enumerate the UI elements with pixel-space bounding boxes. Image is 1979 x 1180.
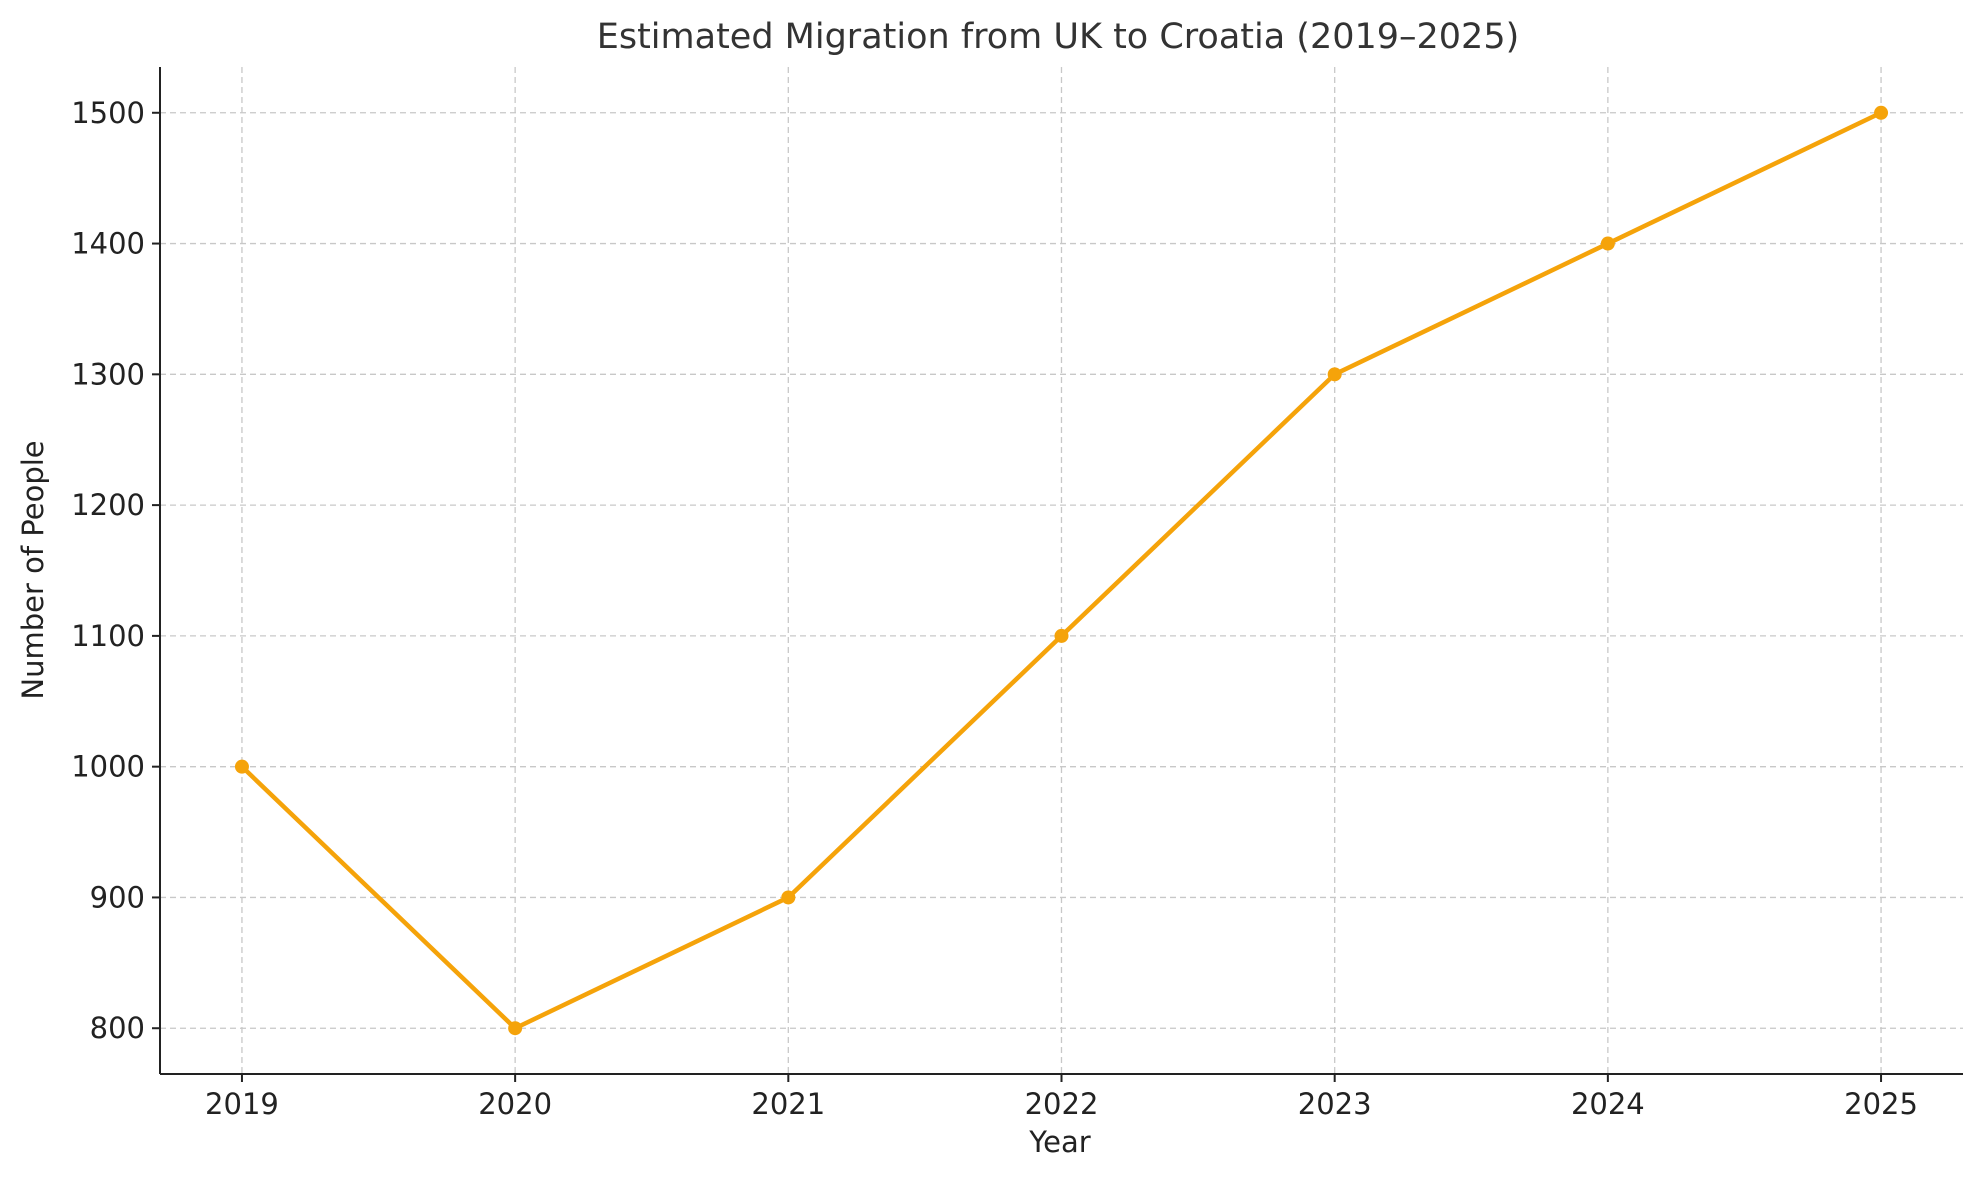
x-tick-label: 2025 bbox=[1844, 1087, 1918, 1121]
y-tick-label: 1100 bbox=[71, 619, 145, 653]
y-tick-label: 800 bbox=[90, 1011, 145, 1045]
x-tick-label: 2021 bbox=[751, 1087, 825, 1121]
y-tick-label: 1200 bbox=[71, 488, 145, 522]
data-point bbox=[1600, 236, 1615, 251]
x-tick-label: 2019 bbox=[205, 1087, 279, 1121]
series-layer bbox=[234, 105, 1889, 1036]
x-tick-label: 2024 bbox=[1571, 1087, 1645, 1121]
x-tick-label: 2022 bbox=[1025, 1087, 1099, 1121]
y-tick-label: 1500 bbox=[71, 96, 145, 130]
data-point bbox=[781, 890, 796, 905]
x-axis-label: Year bbox=[1028, 1125, 1090, 1159]
y-tick-label: 1400 bbox=[71, 227, 145, 261]
data-point bbox=[1327, 367, 1342, 382]
data-point bbox=[1054, 628, 1069, 643]
data-point bbox=[508, 1021, 523, 1036]
y-tick-label: 1000 bbox=[71, 750, 145, 784]
y-tick-label: 1300 bbox=[71, 357, 145, 391]
chart-title: Estimated Migration from UK to Croatia (… bbox=[597, 17, 1520, 57]
grid bbox=[160, 67, 1963, 1074]
data-point bbox=[1874, 105, 1889, 120]
data-point bbox=[234, 759, 249, 774]
y-axis-label: Number of People bbox=[16, 440, 50, 699]
x-tick-label: 2023 bbox=[1298, 1087, 1372, 1121]
y-tick-label: 900 bbox=[90, 880, 145, 914]
ticks: 2019 2020 2021 2022 2023 2024 2025 800 900 1000 11… bbox=[71, 96, 1918, 1121]
x-tick-label: 2020 bbox=[478, 1087, 552, 1121]
